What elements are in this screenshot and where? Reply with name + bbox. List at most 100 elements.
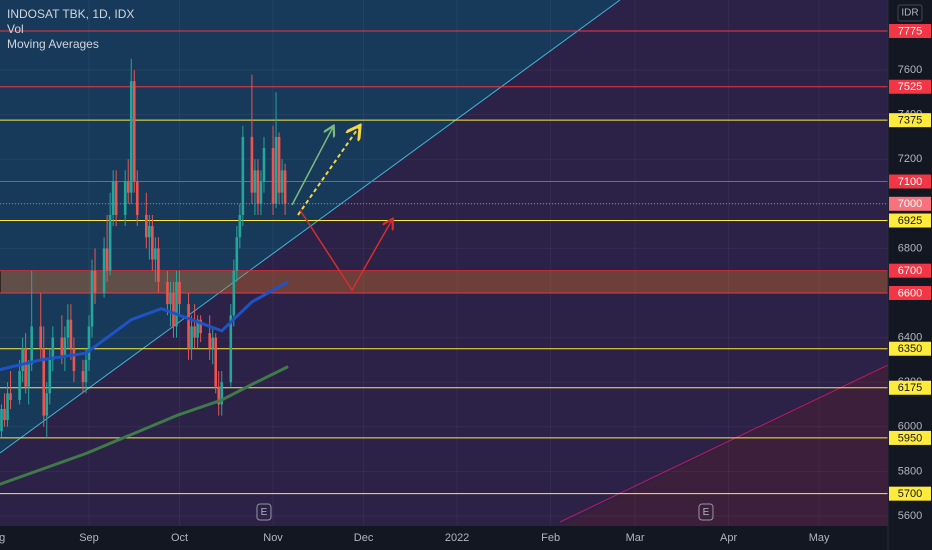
y-tick-label: 6800 <box>898 242 922 254</box>
candle-body <box>126 181 130 193</box>
time-axis <box>0 526 888 550</box>
candle-body <box>271 148 275 204</box>
level-label: 6600 <box>898 287 922 299</box>
currency-box[interactable] <box>897 4 923 22</box>
level-label: 7000 <box>898 198 922 210</box>
candle-body <box>175 281 178 327</box>
candle-body <box>187 304 190 349</box>
candle-body <box>114 181 118 215</box>
level-label-box <box>889 196 931 211</box>
x-tick-label: Sep <box>79 532 99 544</box>
candle-body <box>154 248 157 260</box>
level-label: 5700 <box>898 488 922 500</box>
candle-body <box>250 136 254 193</box>
candle-body <box>151 226 154 260</box>
x-tick-label: Aug <box>0 532 5 544</box>
candle-body <box>235 237 239 271</box>
x-tick-label: Dec <box>354 532 374 544</box>
candle-body <box>217 386 221 405</box>
candle-body <box>229 315 233 383</box>
plot <box>0 0 888 526</box>
candle-body <box>18 371 21 401</box>
candle-body <box>211 337 214 349</box>
level-label: 6925 <box>898 215 922 227</box>
candle-body <box>232 270 236 316</box>
level-label-box <box>889 263 931 278</box>
candle-body <box>241 136 245 215</box>
level-label-box <box>889 430 931 445</box>
candle-body <box>196 319 199 338</box>
candle-body <box>84 359 88 383</box>
candle-body <box>42 348 46 416</box>
candle-body <box>238 214 242 238</box>
candle-body <box>48 359 52 394</box>
indicator-label: Moving Averages <box>7 37 99 51</box>
level-label-box <box>889 341 931 356</box>
level-label-box <box>889 486 931 501</box>
event-marker <box>256 503 272 521</box>
candle-body <box>72 348 76 372</box>
event-label: E <box>703 507 710 518</box>
level-label: 7775 <box>898 25 922 37</box>
x-tick-label: 2022 <box>445 532 469 544</box>
candle-body <box>172 292 175 327</box>
symbol-title: INDOSAT TBK, 1D, IDX <box>7 7 134 21</box>
candle-body <box>69 319 73 349</box>
candle-body <box>220 382 224 405</box>
candle-body <box>262 148 266 182</box>
candle-body <box>45 393 49 416</box>
candle-body <box>30 326 33 365</box>
candle-body <box>214 337 218 387</box>
currency[interactable]: IDR <box>901 8 918 19</box>
level-label: 7100 <box>898 176 922 188</box>
level-label: 6700 <box>898 265 922 277</box>
candle-body <box>193 326 196 338</box>
level-label-box <box>889 380 931 395</box>
candle-body <box>178 281 181 305</box>
candle-body <box>132 81 136 182</box>
candle-body <box>169 292 172 305</box>
candle-body <box>253 170 257 193</box>
indicator-label: Vol <box>7 22 24 36</box>
candle-body <box>66 319 70 338</box>
level-label-box <box>889 285 931 300</box>
candle-body <box>129 81 133 193</box>
y-tick-label: 5600 <box>898 510 922 522</box>
arrow <box>299 209 392 292</box>
plot-background <box>0 0 888 526</box>
moving-average <box>0 365 289 486</box>
candle-body <box>135 181 139 215</box>
candle-body <box>27 364 30 387</box>
candle-body <box>87 326 91 360</box>
level-label-box <box>889 213 931 228</box>
y-tick-label: 6400 <box>898 331 922 343</box>
x-tick-label: Nov <box>263 532 283 544</box>
candle-body <box>24 348 27 387</box>
zone <box>0 270 888 294</box>
level-label-box <box>889 23 931 38</box>
x-tick-label: Apr <box>720 532 737 544</box>
level-label-box <box>889 113 931 128</box>
candle-body <box>259 181 263 204</box>
level-label: 5950 <box>898 432 922 444</box>
candle-body <box>39 326 43 349</box>
candle-body <box>105 248 109 271</box>
level-label: 6350 <box>898 343 922 355</box>
drawings <box>291 127 392 292</box>
level-label: 7375 <box>898 115 922 127</box>
level-label-box <box>889 174 931 189</box>
candle-body <box>190 326 193 349</box>
candle-body <box>60 337 64 356</box>
event-marker <box>698 503 714 521</box>
moving-average <box>0 280 289 372</box>
x-tick-label: May <box>809 532 830 544</box>
candle-body <box>102 248 106 293</box>
candle-body <box>3 408 6 421</box>
y-tick-label: 5800 <box>898 465 922 477</box>
candle-body <box>81 371 85 383</box>
y-tick-label: 6000 <box>898 421 922 433</box>
event-label: E <box>261 507 268 518</box>
red-region <box>560 365 888 526</box>
x-tick-label: Mar <box>626 532 645 544</box>
